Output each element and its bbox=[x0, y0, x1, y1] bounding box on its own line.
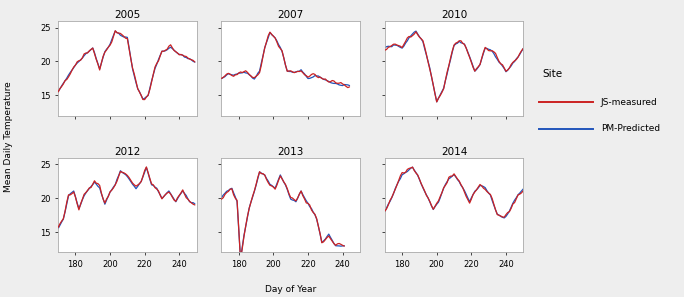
Text: Site: Site bbox=[542, 69, 562, 79]
Title: 2005: 2005 bbox=[114, 10, 140, 20]
Title: 2013: 2013 bbox=[278, 147, 304, 157]
Title: 2014: 2014 bbox=[441, 147, 467, 157]
Title: 2010: 2010 bbox=[441, 10, 467, 20]
Title: 2012: 2012 bbox=[114, 147, 140, 157]
Text: PM-Predicted: PM-Predicted bbox=[601, 124, 660, 133]
Title: 2007: 2007 bbox=[278, 10, 304, 20]
Text: Day of Year: Day of Year bbox=[265, 285, 316, 294]
Text: JS-measured: JS-measured bbox=[601, 98, 657, 107]
Text: Mean Daily Temperature: Mean Daily Temperature bbox=[3, 81, 13, 192]
